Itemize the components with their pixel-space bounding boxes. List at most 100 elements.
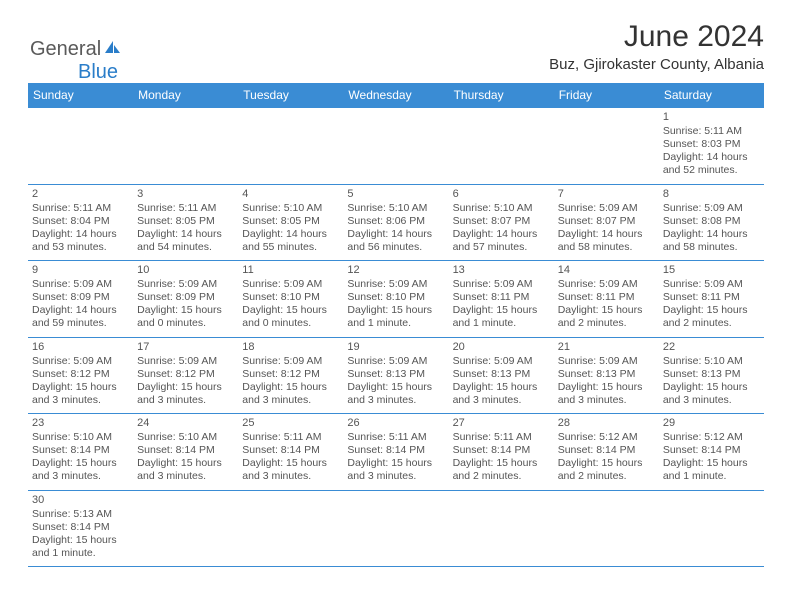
calendar-cell: 3Sunrise: 5:11 AMSunset: 8:05 PMDaylight…	[133, 184, 238, 261]
sunset-text: Sunset: 8:14 PM	[347, 444, 444, 457]
location-text: Buz, Gjirokaster County, Albania	[28, 56, 764, 73]
weekday-header: Wednesday	[343, 83, 448, 108]
daylight-text: Daylight: 15 hours and 3 minutes.	[137, 457, 234, 483]
daylight-text: Daylight: 15 hours and 3 minutes.	[242, 381, 339, 407]
sunrise-text: Sunrise: 5:09 AM	[453, 278, 550, 291]
calendar-cell: 29Sunrise: 5:12 AMSunset: 8:14 PMDayligh…	[659, 414, 764, 491]
day-number: 5	[347, 188, 444, 200]
day-info: Sunrise: 5:10 AMSunset: 8:13 PMDaylight:…	[663, 355, 760, 408]
sunset-text: Sunset: 8:13 PM	[453, 368, 550, 381]
day-info: Sunrise: 5:10 AMSunset: 8:06 PMDaylight:…	[347, 202, 444, 255]
day-info: Sunrise: 5:09 AMSunset: 8:13 PMDaylight:…	[453, 355, 550, 408]
day-number: 28	[558, 417, 655, 429]
daylight-text: Daylight: 15 hours and 1 minute.	[453, 304, 550, 330]
calendar-cell: 25 Sunrise: 5:11 AMSunset: 8:14 PMDayligh…	[238, 414, 343, 491]
daylight-text: Daylight: 15 hours and 1 minute.	[32, 534, 129, 560]
calendar-cell: 5 Sunrise: 5:10 AMSunset: 8:06 PMDaylight…	[343, 184, 448, 261]
calendar-cell: 16Sunrise: 5:09 AMSunset: 8:12 PMDayligh…	[28, 337, 133, 414]
sunset-text: Sunset: 8:14 PM	[663, 444, 760, 457]
sunset-text: Sunset: 8:12 PM	[242, 368, 339, 381]
day-number: 19	[347, 341, 444, 353]
calendar-cell: 21Sunrise: 5:09 AMSunset: 8:13 PMDayligh…	[554, 337, 659, 414]
day-number: 6	[453, 188, 550, 200]
day-number: 3	[137, 188, 234, 200]
day-number: 15	[663, 264, 760, 276]
calendar-cell	[659, 490, 764, 567]
day-number: 25	[242, 417, 339, 429]
calendar-cell: 18Sunrise: 5:09 AMSunset: 8:12 PMDayligh…	[238, 337, 343, 414]
sunset-text: Sunset: 8:13 PM	[558, 368, 655, 381]
day-info: Sunrise: 5:09 AMSunset: 8:09 PMDaylight:…	[32, 278, 129, 331]
sunrise-text: Sunrise: 5:09 AM	[663, 202, 760, 215]
day-info: Sunrise: 5:09 AMSunset: 8:09 PMDaylight:…	[137, 278, 234, 331]
calendar-cell: 7Sunrise: 5:09 AMSunset: 8:07 PMDaylight…	[554, 184, 659, 261]
calendar-cell	[343, 490, 448, 567]
sunrise-text: Sunrise: 5:09 AM	[558, 202, 655, 215]
day-number: 1	[663, 111, 760, 123]
calendar-cell	[554, 108, 659, 185]
day-info: Sunrise: 5:13 AMSunset: 8:14 PMDaylight:…	[32, 508, 129, 561]
calendar-cell: 17Sunrise: 5:09 AMSunset: 8:12 PMDayligh…	[133, 337, 238, 414]
calendar-cell: 2Sunrise: 5:11 AMSunset: 8:04 PMDaylight…	[28, 184, 133, 261]
sunrise-text: Sunrise: 5:09 AM	[347, 278, 444, 291]
daylight-text: Daylight: 14 hours and 58 minutes.	[663, 228, 760, 254]
daylight-text: Daylight: 14 hours and 53 minutes.	[32, 228, 129, 254]
calendar-row: 1 Sunrise: 5:11 AMSunset: 8:03 PMDaylight…	[28, 108, 764, 185]
day-number: 13	[453, 264, 550, 276]
calendar-cell: 23Sunrise: 5:10 AMSunset: 8:14 PMDayligh…	[28, 414, 133, 491]
sunrise-text: Sunrise: 5:09 AM	[347, 355, 444, 368]
calendar-cell	[133, 490, 238, 567]
day-info: Sunrise: 5:11 AMSunset: 8:03 PMDaylight:…	[663, 125, 760, 178]
calendar-cell: 24Sunrise: 5:10 AMSunset: 8:14 PMDayligh…	[133, 414, 238, 491]
brand-text-2: Blue	[78, 61, 118, 83]
calendar-cell: 12Sunrise: 5:09 AMSunset: 8:10 PMDayligh…	[343, 261, 448, 338]
calendar-row: 2Sunrise: 5:11 AMSunset: 8:04 PMDaylight…	[28, 184, 764, 261]
sunrise-text: Sunrise: 5:10 AM	[347, 202, 444, 215]
day-number: 9	[32, 264, 129, 276]
sunrise-text: Sunrise: 5:12 AM	[663, 431, 760, 444]
daylight-text: Daylight: 14 hours and 55 minutes.	[242, 228, 339, 254]
sunrise-text: Sunrise: 5:09 AM	[558, 355, 655, 368]
calendar-cell: 22Sunrise: 5:10 AMSunset: 8:13 PMDayligh…	[659, 337, 764, 414]
calendar-cell: 27 Sunrise: 5:11 AMSunset: 8:14 PMDayligh…	[449, 414, 554, 491]
day-info: Sunrise: 5:09 AMSunset: 8:08 PMDaylight:…	[663, 202, 760, 255]
calendar-cell: 20Sunrise: 5:09 AMSunset: 8:13 PMDayligh…	[449, 337, 554, 414]
calendar-cell: 6Sunrise: 5:10 AMSunset: 8:07 PMDaylight…	[449, 184, 554, 261]
day-info: Sunrise: 5:11 AMSunset: 8:14 PMDaylight:…	[242, 431, 339, 484]
daylight-text: Daylight: 14 hours and 54 minutes.	[137, 228, 234, 254]
calendar-cell: 14Sunrise: 5:09 AMSunset: 8:11 PMDayligh…	[554, 261, 659, 338]
day-number: 27	[453, 417, 550, 429]
calendar-cell: 8Sunrise: 5:09 AMSunset: 8:08 PMDaylight…	[659, 184, 764, 261]
day-info: Sunrise: 5:11 AMSunset: 8:14 PMDaylight:…	[453, 431, 550, 484]
sunset-text: Sunset: 8:06 PM	[347, 215, 444, 228]
sail-icon	[103, 38, 123, 61]
daylight-text: Daylight: 14 hours and 59 minutes.	[32, 304, 129, 330]
sunrise-text: Sunrise: 5:10 AM	[242, 202, 339, 215]
sunrise-text: Sunrise: 5:10 AM	[663, 355, 760, 368]
calendar-cell: 11Sunrise: 5:09 AMSunset: 8:10 PMDayligh…	[238, 261, 343, 338]
sunset-text: Sunset: 8:03 PM	[663, 138, 760, 151]
sunset-text: Sunset: 8:13 PM	[663, 368, 760, 381]
daylight-text: Daylight: 14 hours and 56 minutes.	[347, 228, 444, 254]
day-info: Sunrise: 5:09 AMSunset: 8:07 PMDaylight:…	[558, 202, 655, 255]
sunrise-text: Sunrise: 5:11 AM	[137, 202, 234, 215]
sunrise-text: Sunrise: 5:09 AM	[137, 355, 234, 368]
daylight-text: Daylight: 15 hours and 2 minutes.	[663, 304, 760, 330]
sunrise-text: Sunrise: 5:09 AM	[32, 355, 129, 368]
calendar-cell	[238, 108, 343, 185]
sunrise-text: Sunrise: 5:10 AM	[137, 431, 234, 444]
day-info: Sunrise: 5:12 AMSunset: 8:14 PMDaylight:…	[663, 431, 760, 484]
brand-text-1: General	[30, 38, 101, 60]
sunset-text: Sunset: 8:11 PM	[453, 291, 550, 304]
calendar-row: 30Sunrise: 5:13 AMSunset: 8:14 PMDayligh…	[28, 490, 764, 567]
calendar-row: 16Sunrise: 5:09 AMSunset: 8:12 PMDayligh…	[28, 337, 764, 414]
sunset-text: Sunset: 8:08 PM	[663, 215, 760, 228]
sunset-text: Sunset: 8:07 PM	[453, 215, 550, 228]
sunset-text: Sunset: 8:12 PM	[32, 368, 129, 381]
daylight-text: Daylight: 15 hours and 3 minutes.	[663, 381, 760, 407]
sunset-text: Sunset: 8:07 PM	[558, 215, 655, 228]
calendar-cell: 30Sunrise: 5:13 AMSunset: 8:14 PMDayligh…	[28, 490, 133, 567]
day-number: 17	[137, 341, 234, 353]
weekday-header-row: Sunday Monday Tuesday Wednesday Thursday…	[28, 83, 764, 108]
day-info: Sunrise: 5:09 AMSunset: 8:11 PMDaylight:…	[558, 278, 655, 331]
